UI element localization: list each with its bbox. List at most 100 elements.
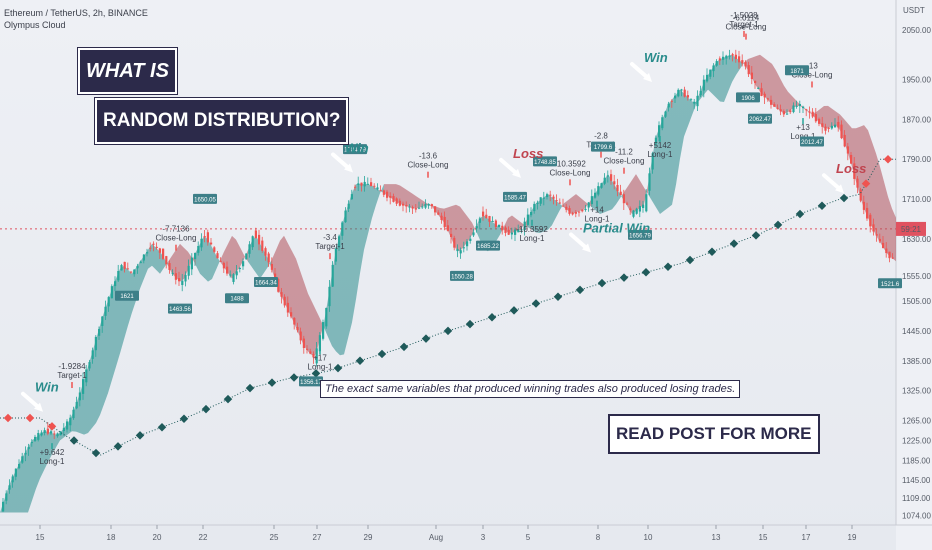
candle-body [462, 247, 465, 249]
candle-body [242, 261, 245, 267]
candle-body [315, 348, 318, 364]
bear-cloud-segment [280, 235, 284, 302]
candle-body [11, 476, 14, 483]
signal-value: -2.8 [594, 132, 608, 141]
bull-cloud-segment [360, 184, 364, 274]
candle-body [715, 61, 718, 66]
bear-cloud-segment [788, 91, 792, 113]
candle-body [245, 253, 248, 260]
candle-body [744, 62, 747, 67]
candle-body [258, 234, 261, 245]
candle-body [402, 203, 405, 206]
time-tick-label: 17 [802, 533, 811, 542]
signal-label: Long-1 [40, 457, 65, 466]
bear-cloud-segment [872, 141, 876, 236]
candle-body [347, 203, 350, 209]
candle-body [568, 208, 571, 214]
candle-body [853, 163, 856, 179]
trailing-stop-marker [707, 247, 717, 257]
bull-cloud-segment [24, 447, 28, 513]
trailing-stop-marker [223, 394, 233, 404]
candle-body [555, 200, 558, 202]
extreme-price-value: 1748.85 [534, 160, 556, 166]
candle-body [338, 236, 341, 248]
candle-body [699, 90, 702, 96]
signal-value: +5142 [649, 141, 672, 150]
bear-cloud-segment [288, 243, 292, 319]
white-pointer-arrow [822, 173, 842, 192]
candle-body [254, 230, 257, 239]
candle-body [648, 173, 651, 191]
candle-body [248, 244, 251, 254]
candle-body [802, 106, 805, 109]
signal-value: -13.6 [419, 152, 438, 161]
candle-body [459, 250, 462, 254]
read-post-button[interactable]: READ POST FOR MORE [608, 414, 820, 454]
candle-body [824, 126, 827, 131]
bear-cloud-segment [844, 119, 848, 154]
candle-body [891, 257, 894, 259]
bear-cloud-segment [180, 243, 184, 282]
bull-cloud-segment [660, 115, 664, 214]
candle-body [782, 111, 785, 115]
candle-body [437, 212, 440, 215]
candle-body [222, 262, 225, 269]
candle-body [578, 211, 581, 213]
candle-body [235, 271, 238, 276]
trailing-stop-marker [47, 422, 57, 431]
bear-cloud-segment [572, 194, 576, 214]
candle-body [306, 348, 309, 350]
time-tick-label: 10 [644, 533, 653, 542]
extreme-price-tag [736, 92, 760, 103]
white-pointer-arrowhead [835, 184, 844, 194]
extreme-price-tag [254, 276, 278, 287]
price-tick-label: 1505.00 [902, 297, 931, 306]
win-label: Win [644, 50, 668, 65]
trailing-stop-marker [289, 373, 299, 382]
extreme-price-tag [299, 376, 323, 387]
candle-body [754, 80, 757, 84]
candle-body [846, 146, 849, 154]
candle-body [523, 221, 526, 231]
candle-body [75, 401, 78, 409]
trailing-stop-marker [597, 278, 607, 288]
signal-label: Long-1 [648, 150, 673, 159]
candle-body [91, 350, 94, 359]
candle-body [642, 204, 645, 208]
candle-body [331, 264, 334, 287]
time-tick-label: 15 [759, 533, 768, 542]
signal-value: -11.2 [615, 148, 633, 157]
bull-cloud-segment [544, 194, 548, 232]
bear-cloud-segment [860, 125, 864, 209]
bull-cloud-segment [672, 94, 676, 205]
candle-body [606, 175, 609, 177]
bear-cloud-segment [868, 130, 872, 227]
candle-body [34, 436, 37, 441]
bear-cloud-segment [832, 108, 836, 127]
candle-body [107, 297, 110, 307]
candle-body [251, 236, 254, 248]
candle-body [626, 203, 629, 205]
candle-body [834, 124, 837, 128]
white-pointer-arrow [331, 152, 351, 171]
candle-body [712, 65, 715, 72]
candle-body [296, 326, 299, 331]
candle-body [757, 87, 760, 89]
candle-body [334, 248, 337, 262]
candle-body [226, 266, 229, 274]
candle-body [856, 178, 859, 188]
candle-body [546, 194, 549, 198]
candle-body [539, 197, 542, 204]
trailing-stop-marker [25, 413, 35, 423]
price-tick-label: 1950.00 [902, 76, 931, 85]
bear-cloud-segment [308, 293, 312, 356]
candle-body [603, 177, 606, 184]
candle-body [117, 270, 120, 281]
candle-body [443, 216, 446, 228]
candle-body [520, 229, 523, 231]
candle-body [136, 265, 139, 269]
extreme-price-tag [800, 136, 824, 147]
bear-cloud-segment [584, 200, 588, 210]
candle-body [661, 117, 664, 129]
